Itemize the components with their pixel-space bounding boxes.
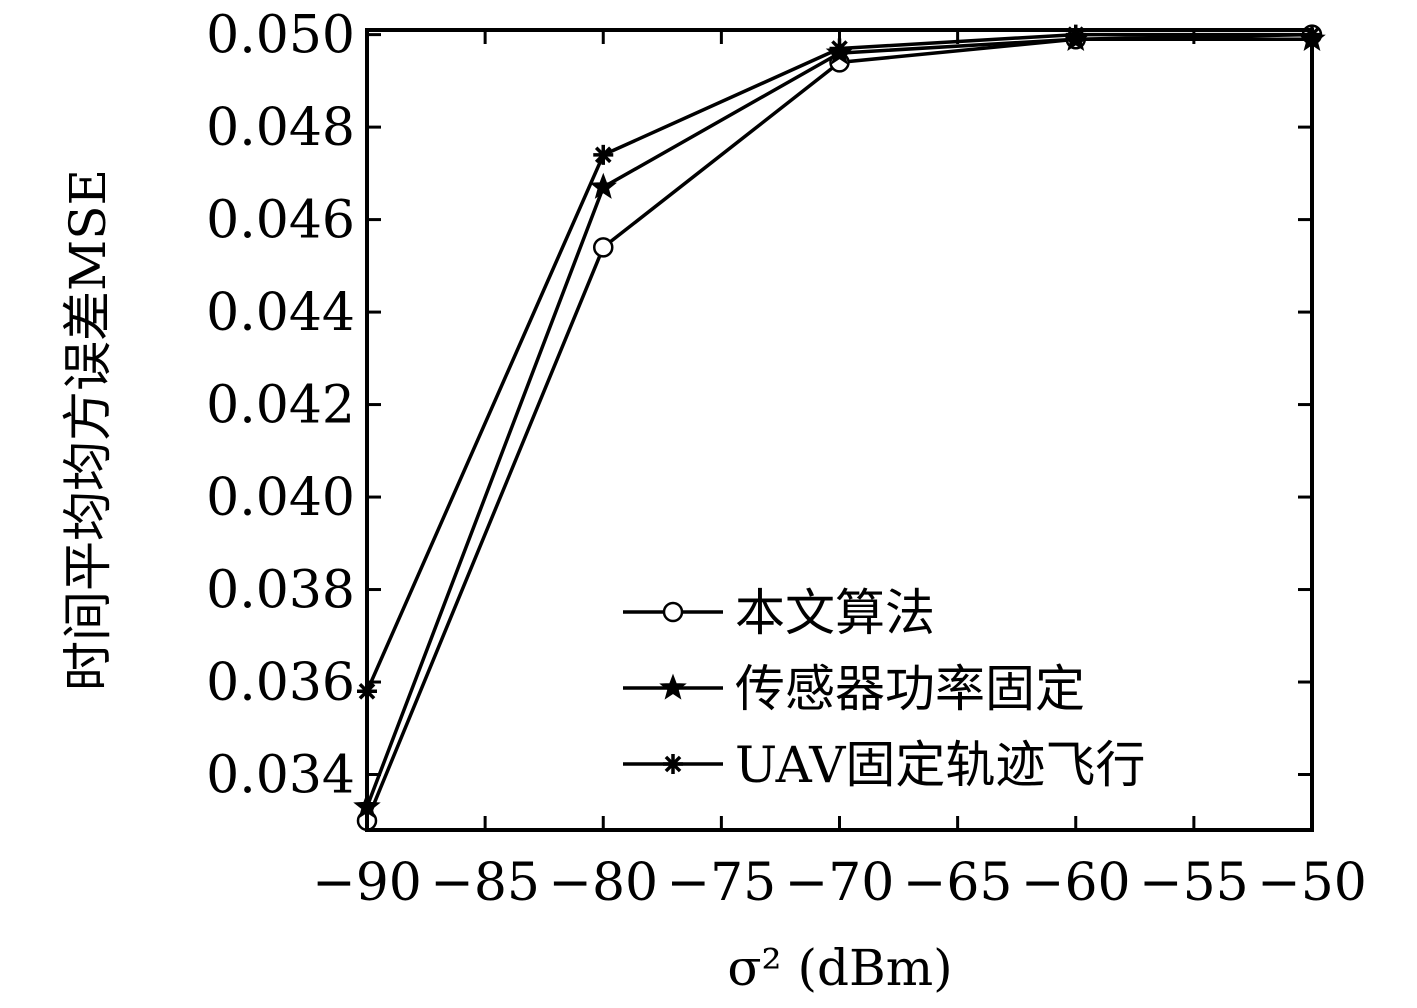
x-tick-label: −70 [785, 853, 895, 913]
legend-label: 传感器功率固定 [735, 660, 1085, 718]
legend-entry: 传感器功率固定 [623, 660, 1085, 718]
asterisk-marker [1065, 24, 1086, 45]
y-tick-label: 0.048 [206, 98, 355, 158]
asterisk-stroke [664, 755, 682, 773]
plot-frame [365, 28, 1314, 832]
x-axis-title: σ² (dBm) [727, 939, 952, 997]
y-tick-label: 0.046 [206, 191, 355, 251]
x-tick-label: −90 [312, 853, 422, 913]
asterisk-stroke [594, 146, 612, 164]
y-tick-label: 0.050 [206, 6, 355, 66]
star-marker [589, 172, 617, 199]
y-tick-label: 0.042 [206, 376, 355, 436]
y-tick-label: 0.044 [206, 283, 355, 343]
x-tick-label: −80 [548, 853, 658, 913]
legend-label: 本文算法 [735, 584, 935, 642]
asterisk-marker [593, 144, 614, 165]
y-tick-label: 0.038 [206, 561, 355, 621]
legend-entry: UAV固定轨迹飞行 [623, 736, 1145, 794]
asterisk-stroke [831, 40, 848, 57]
legend-label: UAV固定轨迹飞行 [735, 736, 1145, 794]
y-tick-label: 0.036 [206, 653, 355, 713]
x-tick-label: −75 [667, 853, 777, 913]
series-layer [353, 24, 1326, 832]
legend-entry: 本文算法 [623, 584, 935, 642]
y-tick-label: 0.034 [206, 746, 355, 806]
x-tick-label: −55 [1139, 853, 1249, 913]
y-axis-title: 时间平均均方误差MSE [59, 169, 117, 691]
x-tick-label: −85 [430, 853, 540, 913]
circle-marker [593, 237, 614, 258]
x-tick-label: −60 [1021, 853, 1131, 913]
star-marker [659, 673, 687, 700]
asterisk-marker [829, 38, 850, 59]
circle-marker [662, 601, 684, 623]
x-tick-label: −65 [903, 853, 1013, 913]
y-tick-labels: 0.034 0.036 0.038 0.040 0.042 0.044 0.046 0.048… [206, 6, 355, 806]
x-tick-labels: −90 −85 −80 −75 −70 −65 −60 −55 −50 [312, 853, 1367, 913]
y-tick-label: 0.040 [206, 468, 355, 528]
asterisk-marker [663, 754, 683, 774]
x-tick-label: −50 [1257, 853, 1367, 913]
